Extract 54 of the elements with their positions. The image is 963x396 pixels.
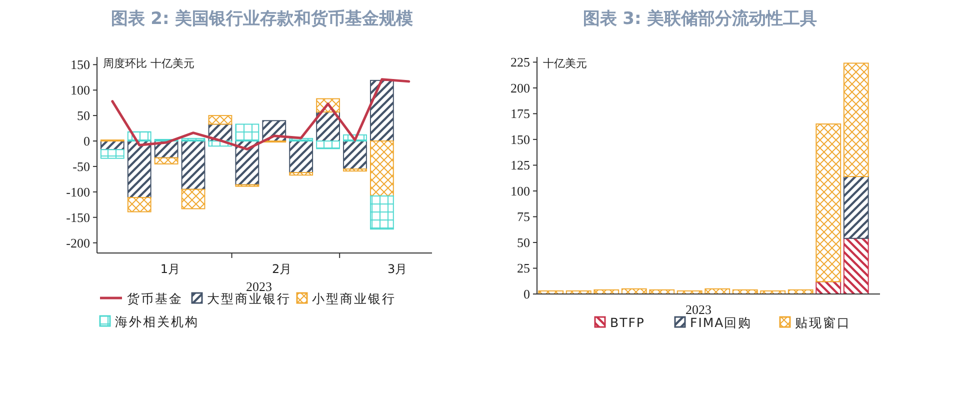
y-tick-label: 50 [517, 234, 530, 250]
y-axis-title: 十亿美元 [543, 57, 587, 70]
bar [816, 123, 842, 282]
x-axis-title: 2023 [686, 302, 712, 317]
y-tick-label: 150 [510, 132, 530, 147]
bar [181, 138, 206, 142]
y-tick-label: -100 [66, 184, 90, 200]
bar [370, 140, 394, 196]
y-tick-label: 25 [517, 260, 530, 276]
bar [235, 124, 260, 142]
line-series [111, 78, 410, 150]
y-tick-label: 75 [517, 209, 530, 224]
y-tick-label: -200 [66, 235, 90, 250]
y-tick-label: 225 [510, 54, 530, 70]
y-tick-label: 125 [510, 158, 530, 173]
x-tick-label: 2月 [272, 262, 292, 276]
bar [370, 80, 394, 142]
bar [127, 197, 152, 212]
y-tick-label: 100 [70, 82, 90, 98]
bar [181, 140, 206, 190]
bar [154, 157, 178, 164]
legend-label: 贴现窗口 [795, 315, 851, 330]
y-tick-label: 100 [510, 183, 530, 198]
y-tick-label: -150 [66, 210, 90, 225]
y-tick-label: 0 [524, 286, 530, 302]
bar [343, 140, 367, 170]
y-tick-label: 50 [77, 108, 90, 124]
legend-label: 海外相关机构 [115, 314, 199, 329]
y-tick-label: -50 [72, 158, 90, 174]
bar [289, 172, 314, 176]
legend-label: 大型商业银行 [207, 291, 291, 306]
bar [289, 140, 314, 174]
bar [127, 140, 152, 198]
y-axis-title: 周度环比 十亿美元 [103, 57, 194, 70]
x-axis-title: 2023 [246, 279, 272, 294]
legend-label: BTFP [610, 315, 645, 330]
bar [208, 115, 232, 125]
y-tick-label: 175 [510, 106, 530, 122]
y-tick-label: 150 [70, 57, 90, 72]
chart-title: 图表 3: 美联储部分流动性工具 [582, 9, 818, 29]
y-tick-label: 200 [510, 80, 530, 96]
legend-label: 小型商业银行 [312, 291, 396, 306]
x-tick-label: 1月 [160, 262, 180, 276]
bar [235, 140, 260, 186]
chart-title: 图表 2: 美国银行业存款和货币基金规模 [110, 9, 414, 29]
bar [316, 140, 340, 150]
bar [100, 149, 124, 159]
bar [181, 188, 206, 210]
x-tick-label: 3月 [388, 262, 408, 276]
bar [370, 195, 394, 230]
legend-label: FIMA回购 [690, 315, 752, 330]
y-tick-label: 0 [84, 134, 90, 148]
legend-label: 货币基金 [127, 291, 183, 306]
bar [343, 168, 367, 172]
